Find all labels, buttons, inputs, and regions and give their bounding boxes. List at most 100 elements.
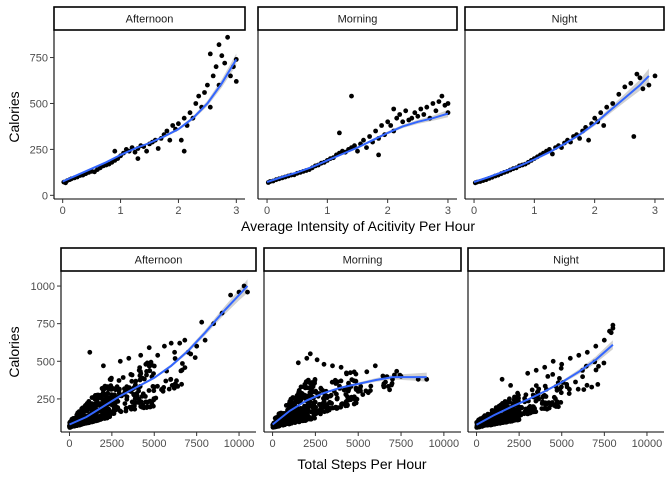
data-point xyxy=(143,361,149,367)
y-tick-label: 750 xyxy=(37,319,55,331)
data-point xyxy=(564,382,570,387)
data-point xyxy=(596,363,601,369)
data-point xyxy=(122,401,128,406)
data-point xyxy=(140,391,146,397)
smooth-line xyxy=(69,285,249,426)
data-point xyxy=(367,134,372,139)
data-point xyxy=(516,395,521,401)
data-point xyxy=(389,382,394,388)
smooth-line xyxy=(266,112,449,184)
data-point xyxy=(202,337,208,343)
data-point xyxy=(601,337,607,343)
points xyxy=(61,34,239,186)
data-point xyxy=(385,119,391,125)
data-point xyxy=(550,372,556,377)
data-point xyxy=(82,403,88,408)
data-point xyxy=(95,392,101,398)
data-point xyxy=(213,64,219,70)
data-point xyxy=(124,384,130,390)
data-point xyxy=(589,384,595,390)
data-point xyxy=(533,409,539,415)
data-point xyxy=(349,394,354,400)
data-point xyxy=(379,123,384,128)
data-point xyxy=(533,383,539,388)
x-tick-label: 0 xyxy=(473,438,479,450)
data-point xyxy=(519,411,525,417)
smooth-line xyxy=(62,58,238,183)
data-point xyxy=(507,396,512,402)
data-point xyxy=(295,409,300,415)
data-point xyxy=(341,387,347,393)
data-point xyxy=(598,110,604,116)
data-point xyxy=(352,143,357,149)
data-point xyxy=(313,405,319,410)
data-point xyxy=(142,376,147,382)
facet-strip xyxy=(467,247,665,272)
data-point xyxy=(132,149,138,155)
data-point xyxy=(550,151,555,157)
data-point xyxy=(581,387,587,392)
data-point xyxy=(192,355,198,360)
data-point xyxy=(138,371,144,376)
data-point xyxy=(309,380,315,386)
x-tick-label: 10000 xyxy=(224,438,255,450)
data-point xyxy=(149,403,155,408)
data-point xyxy=(424,104,430,110)
x-tick-label: 2 xyxy=(592,205,598,217)
data-point xyxy=(318,385,324,391)
data-point xyxy=(510,416,516,422)
data-point xyxy=(155,352,161,358)
data-point xyxy=(628,80,634,86)
data-point xyxy=(363,388,369,394)
data-point xyxy=(92,401,98,407)
data-point xyxy=(372,363,378,369)
data-point xyxy=(335,405,341,411)
x-tick-label: 5000 xyxy=(142,438,166,450)
x-tick-label: 1 xyxy=(531,205,537,217)
data-point xyxy=(300,418,306,423)
data-point xyxy=(631,134,637,139)
data-point xyxy=(445,101,451,106)
data-point xyxy=(117,358,123,364)
data-point xyxy=(439,93,445,99)
chart-row-1: Afternoon 0 1 2 3 0 250 500 750 Morning 0 1 2 3 Night 0… xyxy=(30,6,665,217)
data-point xyxy=(575,386,581,392)
data-point xyxy=(299,407,305,413)
data-point xyxy=(349,377,355,383)
row2-ylabel: Calories xyxy=(6,326,22,377)
data-point xyxy=(576,352,582,358)
facet-label: Afternoon xyxy=(135,255,183,267)
data-point xyxy=(332,377,338,383)
data-point xyxy=(376,152,381,158)
data-point xyxy=(101,363,106,369)
data-point xyxy=(353,400,359,406)
data-point xyxy=(174,378,179,384)
data-point xyxy=(138,404,144,409)
data-point xyxy=(652,73,658,79)
x-tick-label: 3 xyxy=(445,205,451,217)
data-point xyxy=(138,352,144,358)
data-point xyxy=(144,372,149,378)
data-point xyxy=(548,402,553,408)
data-point xyxy=(346,380,351,386)
smooth-line xyxy=(271,376,427,426)
data-point xyxy=(302,382,308,387)
x-tick-label: 0 xyxy=(471,205,477,217)
data-point xyxy=(475,424,480,429)
data-point xyxy=(295,414,301,419)
data-point xyxy=(73,422,79,428)
data-point xyxy=(135,156,141,162)
data-point xyxy=(105,386,111,391)
facet-strip xyxy=(257,6,458,31)
data-point xyxy=(509,412,515,417)
facet-label: Afternoon xyxy=(126,14,174,26)
data-point xyxy=(78,410,84,416)
data-point xyxy=(373,128,378,134)
data-point xyxy=(338,364,344,370)
data-point xyxy=(646,82,652,88)
row2-xlabel: Total Steps Per Hour xyxy=(297,456,427,472)
data-point xyxy=(421,112,427,117)
facet-label: Night xyxy=(553,255,579,267)
data-point xyxy=(595,382,601,387)
